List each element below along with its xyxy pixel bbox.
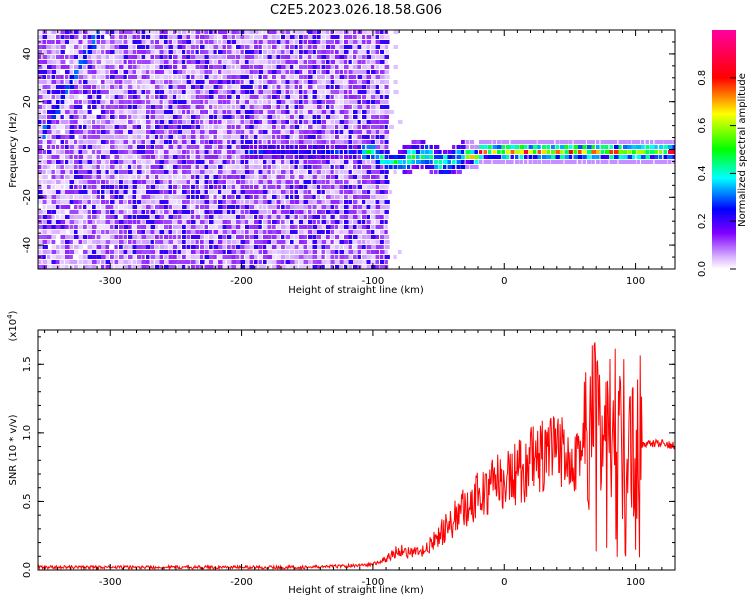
x-tick-label: -200 [230, 276, 253, 287]
colorbar-tick-label: 0.2 [697, 213, 708, 229]
snr-frame [37, 329, 676, 571]
y-tick-label: 20 [22, 95, 33, 108]
x-tick-label: -300 [99, 276, 122, 287]
snr-panel: -300 -200 -100 0 100 0.0 0.5 1.0 1.5 Height of s… [6, 310, 676, 596]
colorbar-tick-label: 0.4 [697, 165, 708, 181]
snr-ticks: -300 -200 -100 0 100 0.0 0.5 1.0 1.5 [22, 330, 676, 588]
y-tick-label: 0.5 [22, 493, 33, 509]
y-tick-label: 40 [22, 48, 33, 61]
x-tick-label: -200 [230, 577, 253, 588]
colorbar-ticks: 0.0 0.2 0.4 0.6 0.8 [697, 70, 736, 277]
colorbar-gradient [712, 30, 736, 269]
snr-series-line [38, 342, 675, 570]
colorbar-tick-label: 0.0 [697, 261, 708, 277]
snr-x-axis-label: Height of straight line (km) [288, 585, 424, 596]
y-tick-label: 1.0 [22, 425, 33, 441]
spectrogram-image [38, 30, 675, 269]
colorbar-label: Normalized spectral amplitude [737, 73, 748, 227]
y-tick-label: 0.0 [22, 562, 33, 578]
spectrogram-y-axis-label: Frequency (Hz) [8, 112, 19, 188]
x-tick-label: 100 [626, 577, 645, 588]
y-tick-label: -20 [22, 189, 33, 205]
snr-y-multiplier: (x104) [6, 310, 19, 341]
x-tick-label: -100 [362, 577, 385, 588]
x-tick-label: -100 [362, 276, 385, 287]
x-tick-label: 0 [501, 577, 507, 588]
y-tick-label: -40 [22, 237, 33, 253]
colorbar: 0.0 0.2 0.4 0.6 0.8 Normalized spectral ampl… [697, 30, 748, 277]
x-tick-label: -300 [99, 577, 122, 588]
y-tick-label: 1.5 [22, 356, 33, 372]
x-tick-label: 100 [626, 276, 645, 287]
colorbar-tick-label: 0.6 [697, 118, 708, 134]
y-tick-label: 0 [22, 146, 33, 152]
figure-title: C2E5.2023.026.18.58.G06 [270, 3, 442, 18]
snr-y-axis-label: SNR (10 * v/v) [8, 414, 19, 485]
spectrogram-x-axis-label: Height of straight line (km) [288, 285, 424, 296]
colorbar-tick-label: 0.8 [697, 70, 708, 86]
x-tick-label: 0 [501, 276, 507, 287]
